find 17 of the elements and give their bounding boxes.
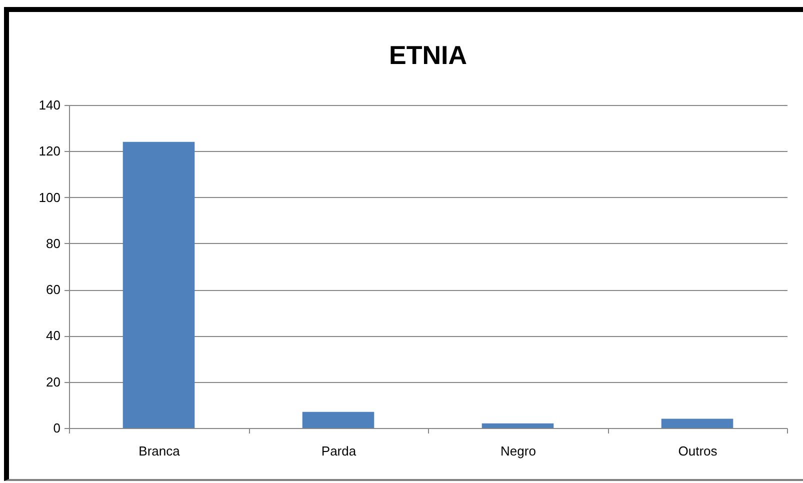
x-tick-label: Branca <box>138 444 181 458</box>
bar <box>122 142 195 428</box>
y-tick-label: 120 <box>38 144 60 159</box>
y-tick-label: 80 <box>46 236 60 251</box>
y-tick-label: 60 <box>46 282 60 298</box>
x-tick-label: Parda <box>321 444 357 458</box>
y-tick-label: 40 <box>46 328 60 344</box>
y-tick-label: 100 <box>38 190 60 205</box>
x-tick-label: Negro <box>500 444 536 458</box>
bar <box>661 418 734 428</box>
x-tick-label: Outros <box>678 444 718 458</box>
bar <box>302 412 374 428</box>
chart-title: ETNIA <box>389 40 468 70</box>
bar <box>482 423 554 428</box>
y-tick-label: 20 <box>46 374 60 390</box>
y-tick-label: 140 <box>38 98 60 112</box>
y-tick-label: 0 <box>53 420 60 436</box>
